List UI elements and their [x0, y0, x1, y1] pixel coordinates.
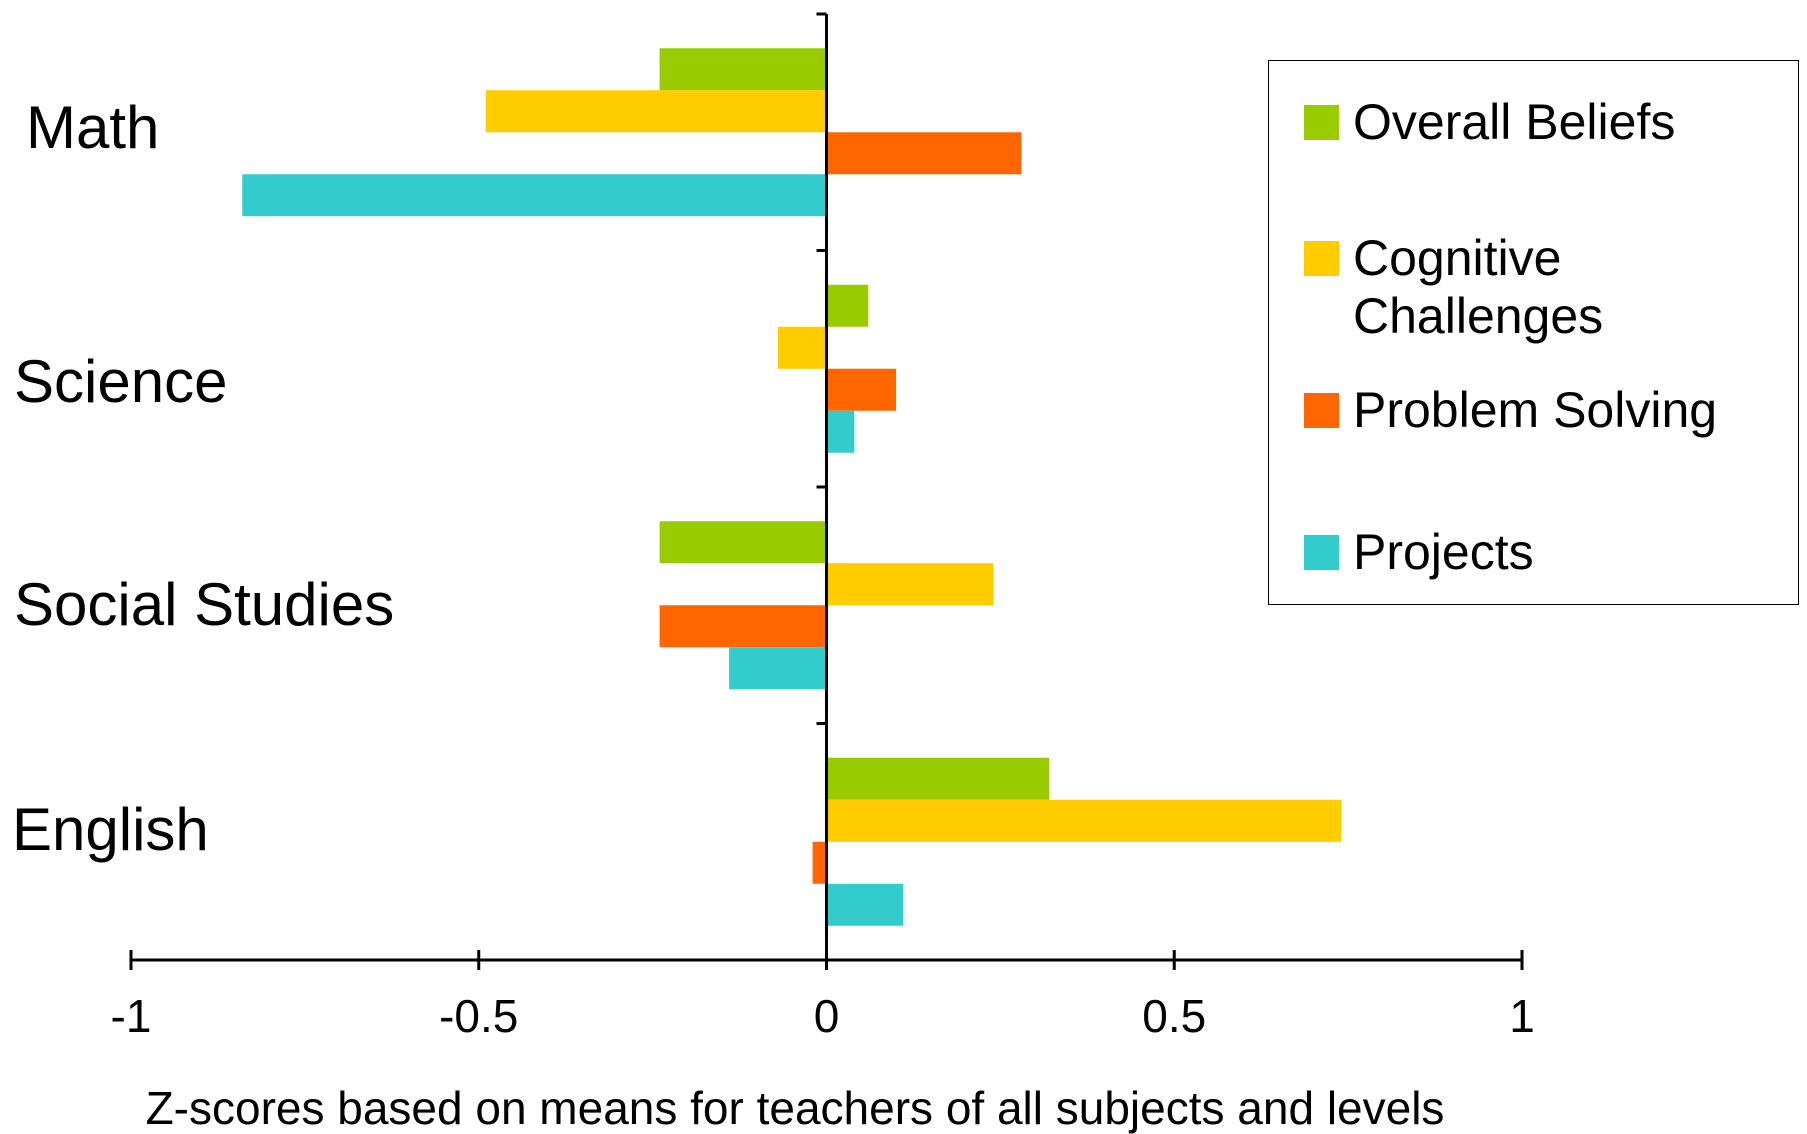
bar-math-projects	[242, 174, 826, 216]
bars-layer	[242, 48, 1341, 926]
bar-math-overall-beliefs	[660, 48, 827, 90]
category-label-english: English	[12, 796, 209, 863]
bar-social-studies-overall-beliefs	[660, 521, 827, 563]
bar-science-problem-solving	[827, 369, 897, 411]
bar-science-overall-beliefs	[827, 285, 869, 327]
legend-item: Problem Solving	[1304, 381, 1717, 439]
legend-item: Cognitive Challenges	[1304, 229, 1603, 345]
bar-social-studies-projects	[729, 647, 826, 689]
bar-english-cognitive-challenges	[827, 800, 1342, 842]
x-tick-label: 1	[1509, 990, 1535, 1042]
category-label-math: Math	[26, 94, 159, 161]
legend-label: Overall Beliefs	[1353, 93, 1675, 151]
category-label-science: Science	[14, 348, 227, 415]
legend-swatch	[1304, 393, 1339, 428]
x-tick-label: -1	[111, 990, 152, 1042]
bar-social-studies-problem-solving	[660, 605, 827, 647]
x-tick-label: 0.5	[1142, 990, 1206, 1042]
legend-label: Problem Solving	[1353, 381, 1717, 439]
legend-label: Projects	[1353, 523, 1534, 581]
bar-science-projects	[827, 411, 855, 453]
bar-math-cognitive-challenges	[486, 90, 827, 132]
bar-math-problem-solving	[827, 132, 1022, 174]
x-tick-label: -0.5	[439, 990, 518, 1042]
legend-swatch	[1304, 105, 1339, 140]
legend-swatch	[1304, 241, 1339, 276]
category-label-social-studies: Social Studies	[14, 571, 394, 638]
bar-english-projects	[827, 884, 904, 926]
x-tick-label: 0	[814, 990, 840, 1042]
x-axis-label: Z-scores based on means for teachers of …	[146, 1082, 1445, 1134]
bar-english-overall-beliefs	[827, 758, 1050, 800]
bar-social-studies-cognitive-challenges	[827, 563, 994, 605]
legend-item: Overall Beliefs	[1304, 93, 1675, 151]
legend-item: Projects	[1304, 523, 1534, 581]
bar-english-problem-solving	[813, 842, 827, 884]
legend-label: Cognitive Challenges	[1353, 229, 1603, 345]
legend-swatch	[1304, 535, 1339, 570]
legend: Overall Beliefs Cognitive Challenges Probl…	[1268, 60, 1799, 605]
bar-science-cognitive-challenges	[778, 327, 827, 369]
